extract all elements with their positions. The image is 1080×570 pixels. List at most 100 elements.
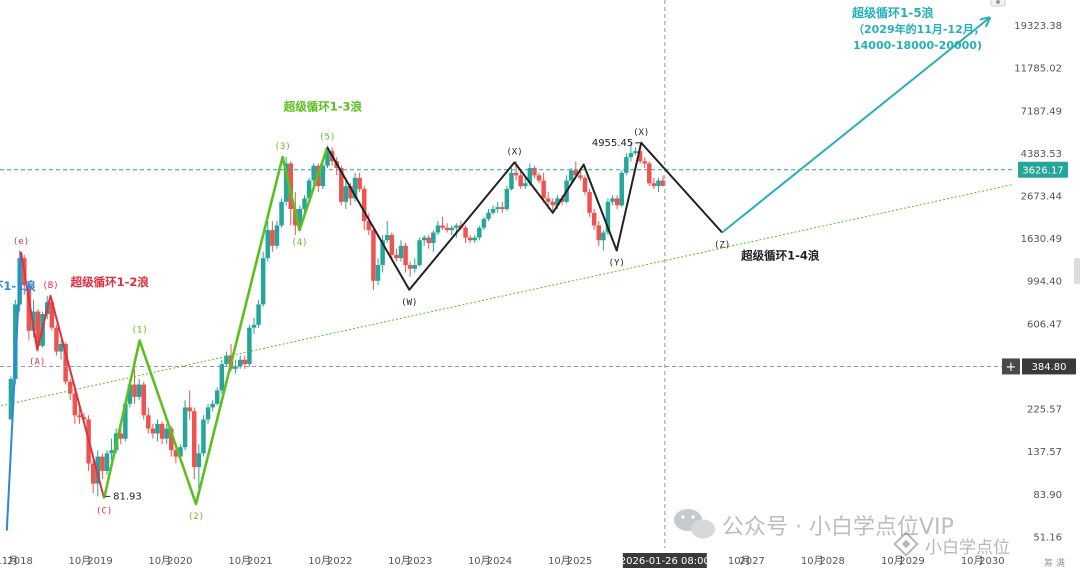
candle: [58, 340, 64, 360]
candle-body: [100, 456, 105, 471]
candle: [155, 419, 160, 442]
candle: [509, 168, 514, 191]
candle: [444, 223, 450, 233]
candle-body: [178, 447, 183, 457]
logo-icon: [893, 531, 919, 557]
candle-body: [394, 254, 399, 259]
candle: [633, 147, 638, 156]
x-tick-label: 10月: [388, 555, 411, 567]
candle: [454, 223, 459, 238]
candle-body: [141, 384, 146, 416]
candle-body: [95, 456, 101, 484]
candle-body: [90, 463, 96, 484]
candle: [532, 165, 537, 178]
title-line-1: 超级循环1-5浪: [851, 5, 934, 20]
candle-body: [481, 218, 487, 228]
candle-body: [54, 327, 59, 352]
candle: [251, 317, 257, 334]
wave-series-4: [326, 141, 723, 291]
candle: [628, 142, 634, 162]
candle-body: [495, 207, 500, 209]
candle-body: [587, 192, 592, 213]
candle-body: [357, 177, 362, 190]
candle: [619, 170, 624, 208]
candle-body: [63, 344, 68, 382]
candle-body: [251, 324, 257, 328]
x-tick-label: 2020: [167, 556, 192, 567]
candle-body: [371, 230, 376, 281]
candle: [233, 359, 238, 374]
candle-body: [449, 227, 454, 231]
candle-body: [13, 304, 18, 379]
x-tick-label: 2028: [819, 556, 844, 567]
corner-logo-text: 小白学点位: [925, 538, 1010, 558]
candle: [320, 161, 326, 190]
x-tick-label: 2019: [87, 556, 112, 567]
candle: [49, 299, 55, 331]
candle-body: [601, 232, 606, 241]
wave-title: 超级循环1-1浪: [0, 279, 36, 293]
y-tick-label: 19323.38: [1014, 21, 1062, 32]
candle-body: [224, 355, 229, 365]
y-tick-label: 2673.44: [1021, 192, 1062, 203]
candle-body: [233, 366, 238, 369]
y-tick-label: 83.90: [1033, 490, 1062, 501]
candle: [591, 208, 597, 231]
wechat-icon: [674, 509, 715, 539]
candle: [26, 280, 32, 341]
candle-body: [196, 453, 202, 468]
candle: [109, 438, 114, 460]
candle: [472, 235, 477, 243]
candle-body: [527, 168, 533, 184]
candle-body: [274, 225, 280, 246]
candle-body: [343, 186, 349, 202]
y-tick-label: 4383.53: [1021, 149, 1062, 160]
candle: [431, 230, 436, 252]
settings-button[interactable]: [990, 0, 1006, 7]
candle-body: [58, 344, 64, 352]
candle-body: [651, 183, 657, 187]
candle: [536, 172, 542, 184]
candle-body: [573, 170, 579, 176]
candle-body: [260, 258, 266, 305]
candle-body: [536, 175, 542, 181]
title-block: 超级循环1-5浪 （2029年的11月-12月， 14000-18000-200…: [851, 5, 985, 52]
candle-body: [440, 225, 445, 228]
candle: [100, 453, 105, 480]
candle: [642, 157, 647, 169]
candle-body: [339, 168, 344, 202]
waves-layer: [5, 18, 989, 531]
x-tick-label: 10月: [308, 555, 331, 567]
add-price-button[interactable]: +: [1002, 358, 1020, 375]
candle-body: [407, 265, 413, 269]
scroll-handle-icon: [1074, 258, 1080, 284]
candle-body: [633, 151, 638, 154]
plus-button-bg: [1002, 358, 1020, 375]
candle: [403, 242, 408, 273]
candle-body: [431, 232, 436, 243]
candle-body: [541, 180, 546, 199]
candle: [260, 251, 266, 307]
candle: [265, 221, 271, 262]
candle-body: [256, 304, 261, 325]
candle-body: [477, 227, 482, 238]
candle-body: [242, 359, 248, 365]
candle-body: [426, 237, 432, 243]
candle-body: [297, 208, 303, 226]
candle-body: [619, 172, 624, 206]
wave-label: (2): [188, 512, 204, 522]
candle: [343, 180, 349, 209]
candle-body: [192, 411, 197, 468]
scroll-handle[interactable]: [1074, 258, 1080, 284]
candle: [407, 261, 413, 277]
wave-label: (B): [42, 281, 58, 291]
price-annotation: 81.93: [113, 491, 142, 502]
candle-body: [288, 163, 293, 209]
candle: [656, 177, 661, 193]
candle: [624, 153, 629, 176]
current-price-label: 3626.17: [1022, 165, 1063, 176]
candle: [150, 423, 156, 439]
candle: [210, 400, 215, 412]
crosshair-date-badge: [622, 553, 707, 568]
